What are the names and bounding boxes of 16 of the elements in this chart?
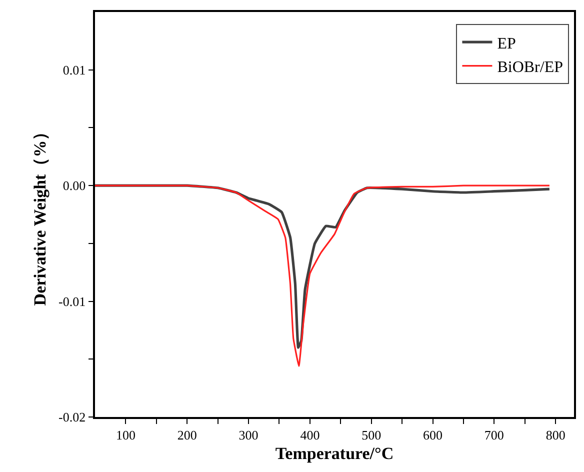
y-tick-label: -0.02 — [58, 410, 86, 425]
x-tick-label: 100 — [116, 427, 136, 442]
legend-label: BiOBr/EP — [497, 59, 564, 76]
x-tick-label: 400 — [300, 427, 320, 442]
y-tick-label: -0.01 — [58, 294, 86, 309]
x-tick-label: 200 — [177, 427, 197, 442]
x-tick-label: 600 — [423, 427, 443, 442]
x-axis-title: Temperature/°C — [275, 444, 394, 464]
x-tick-label: 800 — [546, 427, 566, 442]
y-tick-label: 0.01 — [62, 62, 86, 78]
x-tick-label: 500 — [362, 427, 382, 442]
x-tick-label: 300 — [238, 427, 258, 442]
x-tick-label: 700 — [484, 427, 504, 442]
y-axis-title: Derivative Weight（%） — [30, 123, 50, 306]
legend-label: EP — [497, 35, 516, 52]
y-tick-label: 0.00 — [62, 178, 86, 194]
